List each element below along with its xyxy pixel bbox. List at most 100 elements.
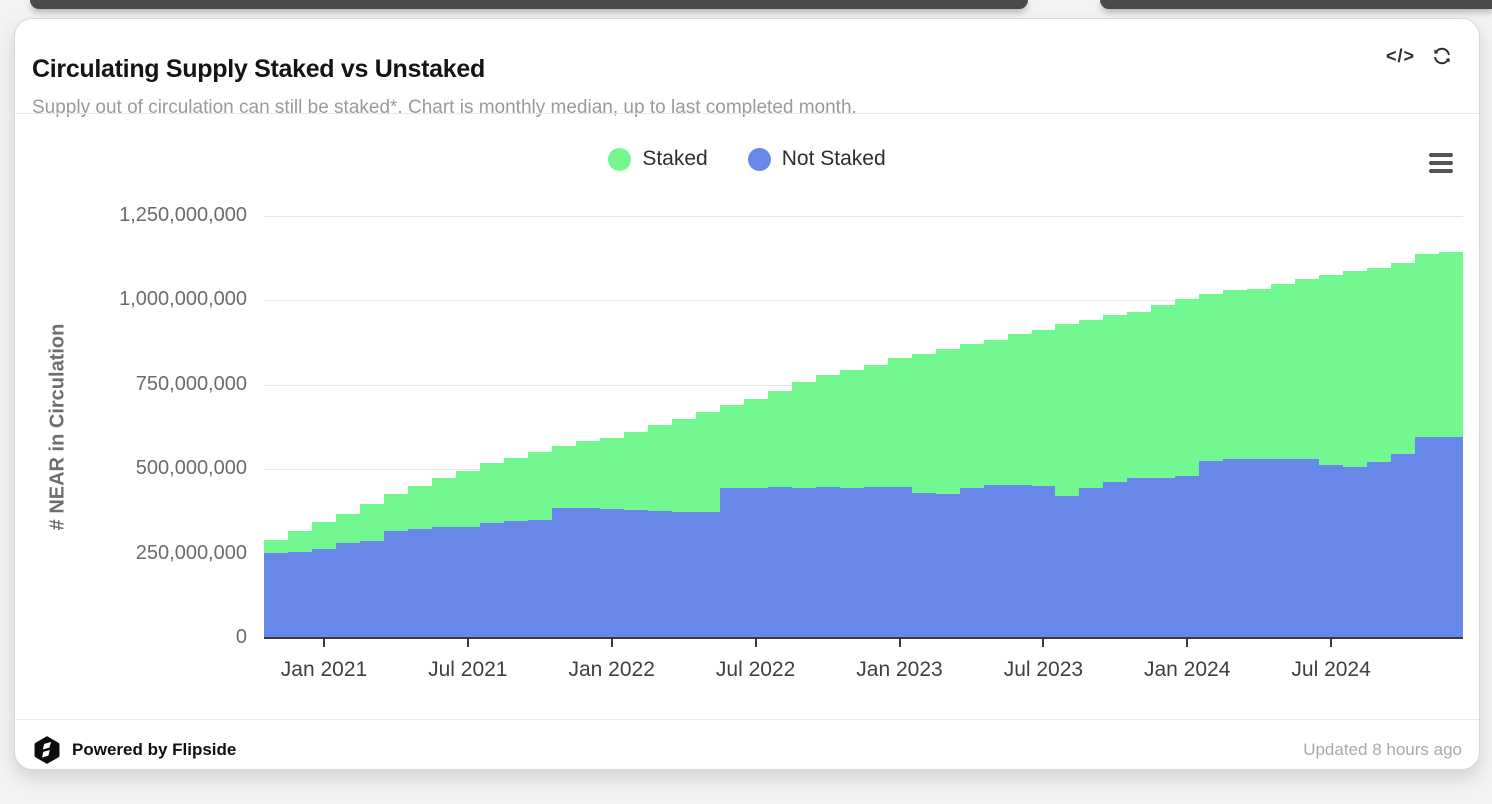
legend-item-not-staked[interactable]: Not Staked xyxy=(747,147,886,171)
chart-column xyxy=(503,216,528,638)
bar-segment-staked xyxy=(599,437,624,510)
page-title: Circulating Supply Staked vs Unstaked xyxy=(32,55,485,83)
bar-segment-not-staked xyxy=(335,543,360,638)
previous-card-bottom-left xyxy=(30,0,1028,9)
powered-by-flipside[interactable]: Powered by Flipside xyxy=(32,735,236,765)
chart-column xyxy=(1343,216,1368,638)
x-tick-label: Jul 2023 xyxy=(1003,658,1084,681)
x-tick-label: Jul 2022 xyxy=(715,658,796,681)
y-tick-label: 500,000,000 xyxy=(135,457,247,480)
code-icon[interactable]: </> xyxy=(1385,45,1415,66)
bar-segment-staked xyxy=(479,463,504,523)
chart-subtitle: Supply out of circulation can still be s… xyxy=(32,97,857,118)
bar-segment-staked xyxy=(1103,315,1128,483)
bar-segment-staked xyxy=(431,477,456,527)
chart-column xyxy=(695,216,720,638)
bar-segment-staked xyxy=(935,348,960,494)
bar-segment-not-staked xyxy=(503,520,528,638)
x-tick-mark xyxy=(323,639,325,647)
not-staked-legend-dot-icon xyxy=(747,147,771,171)
bar-segment-staked xyxy=(791,382,816,488)
x-tick-label: Jan 2023 xyxy=(856,658,943,681)
updated-timestamp: Updated 8 hours ago xyxy=(1303,740,1462,759)
chart-column xyxy=(455,216,480,638)
refresh-icon[interactable] xyxy=(1431,45,1453,67)
bar-segment-staked xyxy=(959,343,984,489)
menu-bar xyxy=(1429,169,1453,173)
chart-column xyxy=(815,216,840,638)
staked-legend-dot-icon xyxy=(608,147,632,171)
bar-segment-not-staked xyxy=(575,508,600,638)
chart-column xyxy=(911,216,936,638)
bar-segment-not-staked xyxy=(623,510,648,638)
chart-column xyxy=(1031,216,1056,638)
bar-segment-not-staked xyxy=(1415,437,1440,638)
bar-segment-not-staked xyxy=(935,493,960,638)
bar-segment-not-staked xyxy=(1031,486,1056,638)
bar-segment-staked xyxy=(1319,275,1344,465)
y-axis-labels: 1,250,000,000 1,000,000,000 750,000,000 500… xyxy=(55,204,247,648)
bar-segment-not-staked xyxy=(1055,495,1080,638)
x-tick-mark xyxy=(1330,639,1333,647)
chart-column xyxy=(527,216,552,638)
bar-segment-staked xyxy=(575,441,600,509)
bar-segment-staked xyxy=(647,425,672,512)
chart-legend: Staked Not Staked xyxy=(15,147,1479,171)
chart-column xyxy=(1223,216,1248,638)
chart-column xyxy=(1295,216,1320,638)
chart-column xyxy=(767,216,792,638)
bar-segment-not-staked xyxy=(911,492,936,638)
bar-segment-not-staked xyxy=(959,488,984,638)
bar-segment-not-staked xyxy=(1319,464,1344,638)
bar-segment-not-staked xyxy=(815,486,840,638)
bar-segment-not-staked xyxy=(1247,458,1272,638)
chart-column xyxy=(335,216,360,638)
bar-segment-staked xyxy=(1199,294,1224,461)
gridline xyxy=(264,216,1463,217)
bar-segment-not-staked xyxy=(383,530,408,638)
bar-segment-not-staked xyxy=(1295,458,1320,638)
bar-segment-staked xyxy=(767,391,792,487)
bar-segment-not-staked xyxy=(431,526,456,638)
bar-segment-staked xyxy=(983,339,1008,485)
chart-column xyxy=(575,216,600,638)
chart-column xyxy=(287,216,312,638)
bar-segment-not-staked xyxy=(1271,458,1296,638)
legend-label: Staked xyxy=(642,147,708,170)
hamburger-menu-icon[interactable] xyxy=(1429,153,1453,173)
bar-segment-not-staked xyxy=(887,486,912,638)
x-tick-label: Jan 2022 xyxy=(568,658,655,681)
bar-segment-staked xyxy=(1247,288,1272,459)
bar-segment-not-staked xyxy=(264,552,288,638)
legend-item-staked[interactable]: Staked xyxy=(608,147,708,171)
chart-column xyxy=(1007,216,1032,638)
x-tick-label: Jan 2021 xyxy=(280,658,368,681)
bar-segment-staked xyxy=(335,514,360,544)
chart-column xyxy=(1247,216,1272,638)
chart-column xyxy=(599,216,624,638)
bar-segment-staked xyxy=(911,353,936,493)
chart-column xyxy=(887,216,912,638)
chart-column xyxy=(791,216,816,638)
chart-column xyxy=(383,216,408,638)
bar-segment-staked xyxy=(1151,305,1176,478)
chart-column xyxy=(1319,216,1344,638)
bar-segment-staked xyxy=(1007,334,1032,485)
chart-column xyxy=(1415,216,1440,638)
bar-segment-not-staked xyxy=(1223,459,1248,638)
bar-segment-staked xyxy=(1175,299,1200,476)
bar-segment-not-staked xyxy=(1367,462,1392,638)
x-tick-label: Jan 2024 xyxy=(1143,658,1231,681)
footer-divider xyxy=(15,719,1479,720)
legend-label: Not Staked xyxy=(781,147,886,170)
bar-segment-staked xyxy=(1271,283,1296,459)
chart-column xyxy=(647,216,672,638)
bar-segment-staked xyxy=(264,540,288,553)
header-toolbar: </> xyxy=(1386,45,1453,67)
menu-bar xyxy=(1429,161,1453,165)
bar-segment-staked xyxy=(1367,268,1392,463)
chart-column xyxy=(1271,216,1296,638)
flipside-logo-icon xyxy=(34,736,60,764)
bar-segment-not-staked xyxy=(743,487,768,638)
chart-column xyxy=(719,216,744,638)
